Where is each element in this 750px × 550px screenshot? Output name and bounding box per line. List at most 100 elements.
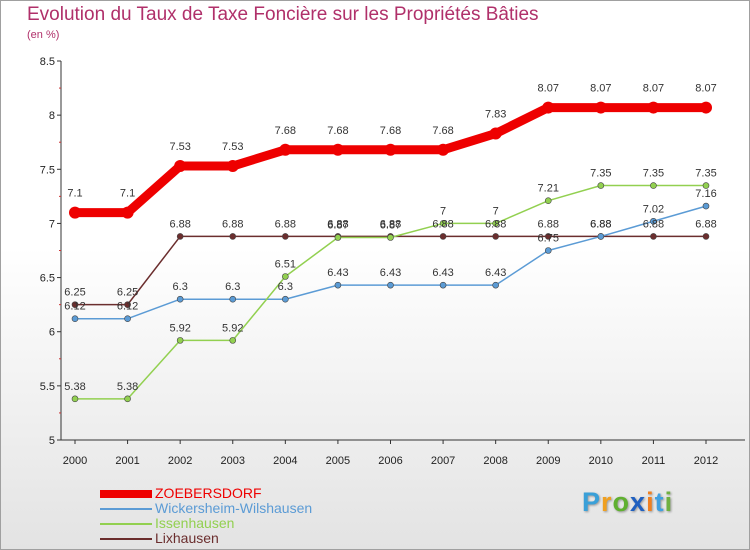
- data-label: 6.25: [64, 287, 85, 299]
- data-label: 7.02: [643, 203, 664, 215]
- data-point: [439, 220, 447, 227]
- data-label: 7.21: [538, 183, 559, 195]
- legend-label: Wickersheim-Wilshausen: [155, 500, 313, 516]
- series-zoebersdorf: [69, 101, 712, 219]
- data-label: 6.87: [327, 220, 348, 232]
- data-point: [282, 295, 289, 303]
- logo-letter: r: [601, 487, 613, 517]
- data-label: 6.88: [222, 218, 243, 230]
- data-point: [650, 217, 657, 225]
- data-label: 8.07: [643, 83, 664, 95]
- legend-swatch: [100, 538, 152, 540]
- data-point: [124, 395, 131, 403]
- data-label: 7.68: [432, 125, 453, 137]
- data-label: 6.88: [590, 218, 611, 230]
- x-tick-label: 2008: [483, 455, 507, 467]
- data-label: 6.88: [643, 218, 664, 230]
- data-label: 7.16: [695, 188, 716, 200]
- legend-swatch: [100, 523, 152, 525]
- data-point: [597, 182, 605, 189]
- data-label: 5.38: [64, 381, 85, 393]
- data-label: 5.38: [117, 381, 138, 393]
- data-label: 6.88: [695, 218, 716, 230]
- data-label: 8.07: [695, 83, 716, 95]
- data-point: [384, 143, 397, 156]
- data-label: 7: [440, 205, 446, 217]
- data-label: 7: [493, 205, 499, 217]
- legend-swatch: [100, 490, 152, 498]
- y-tick-label: 5.5: [40, 381, 55, 393]
- data-point: [597, 233, 605, 240]
- data-point: [229, 337, 237, 344]
- chart-unit-label: (en %): [27, 29, 60, 41]
- data-point: [334, 234, 342, 241]
- data-label-layer: 7.1 7.1 7.53 7.53 7.68 7.68 7.68 7.68 7.83 8.07 8.…: [64, 83, 716, 393]
- data-point: [331, 143, 344, 156]
- legend-label: ZOEBERSDORF: [155, 485, 262, 501]
- data-label: 7.83: [485, 109, 506, 121]
- data-point: [176, 295, 184, 303]
- data-label: 8.07: [590, 83, 611, 95]
- y-tick-label: 6: [49, 327, 55, 339]
- y-tick-label: 7.5: [40, 164, 55, 176]
- data-label: 5.92: [169, 322, 190, 334]
- x-tick-label: 2012: [694, 455, 718, 467]
- data-point: [71, 301, 79, 308]
- legend-item: Issenhausen: [100, 516, 400, 531]
- chart-title: Evolution du Taux de Taxe Foncière sur l…: [27, 4, 539, 25]
- data-point: [492, 281, 499, 289]
- y-tick-label: 8.5: [40, 56, 55, 68]
- data-label: 6.75: [538, 233, 559, 245]
- logo-letter: i: [646, 487, 655, 517]
- data-point: [650, 182, 657, 189]
- data-point: [387, 281, 394, 289]
- data-label: 6.3: [173, 281, 188, 293]
- data-label: 7.1: [67, 188, 82, 200]
- data-label: 6.88: [169, 218, 190, 230]
- x-tick-label: 2006: [378, 455, 402, 467]
- legend-item: ZOEBERSDORF: [100, 486, 400, 501]
- data-label: 6.88: [380, 218, 401, 230]
- legend: ZOEBERSDORF Wickersheim-Wilshausen Issenha…: [100, 486, 400, 546]
- data-point: [594, 101, 607, 114]
- data-point: [702, 233, 710, 240]
- data-label: 6.43: [380, 267, 401, 279]
- data-point: [226, 160, 239, 173]
- data-label: 7.35: [695, 168, 716, 180]
- legend-item: Wickersheim-Wilshausen: [100, 501, 400, 516]
- data-label: 6.88: [485, 218, 506, 230]
- data-point: [492, 233, 499, 240]
- data-point: [282, 233, 289, 240]
- data-point: [279, 143, 292, 156]
- logo-letter: t: [654, 487, 665, 517]
- x-tick-label: 2000: [63, 455, 87, 467]
- series-line: [70, 103, 711, 218]
- data-label: 7.68: [275, 125, 296, 137]
- legend-item: Lixhausen: [100, 531, 400, 546]
- legend-label: Issenhausen: [155, 515, 235, 531]
- data-label: 6.51: [275, 258, 296, 270]
- data-point: [334, 281, 342, 289]
- data-point: [176, 233, 184, 240]
- data-label: 6.3: [278, 281, 293, 293]
- data-label: 6.88: [275, 218, 296, 230]
- data-label: 6.88: [432, 218, 453, 230]
- data-point: [71, 315, 79, 323]
- data-point: [700, 101, 712, 114]
- data-point: [439, 281, 447, 289]
- proxiti-logo: Proxiti: [582, 487, 673, 518]
- data-label: 6.88: [590, 218, 611, 230]
- y-tick-label: 6.5: [40, 273, 55, 285]
- data-point: [489, 127, 502, 140]
- data-point: [69, 206, 81, 219]
- data-label: 7.68: [327, 125, 348, 137]
- data-label: 6.88: [327, 218, 348, 230]
- data-point: [492, 220, 499, 227]
- logo-letter: P: [582, 487, 602, 517]
- data-label: 8.07: [538, 83, 559, 95]
- data-label: 7.35: [590, 168, 611, 180]
- data-point: [176, 337, 184, 344]
- data-point: [647, 101, 660, 114]
- x-tick-label: 2007: [431, 455, 455, 467]
- x-tick-label: 2002: [168, 455, 192, 467]
